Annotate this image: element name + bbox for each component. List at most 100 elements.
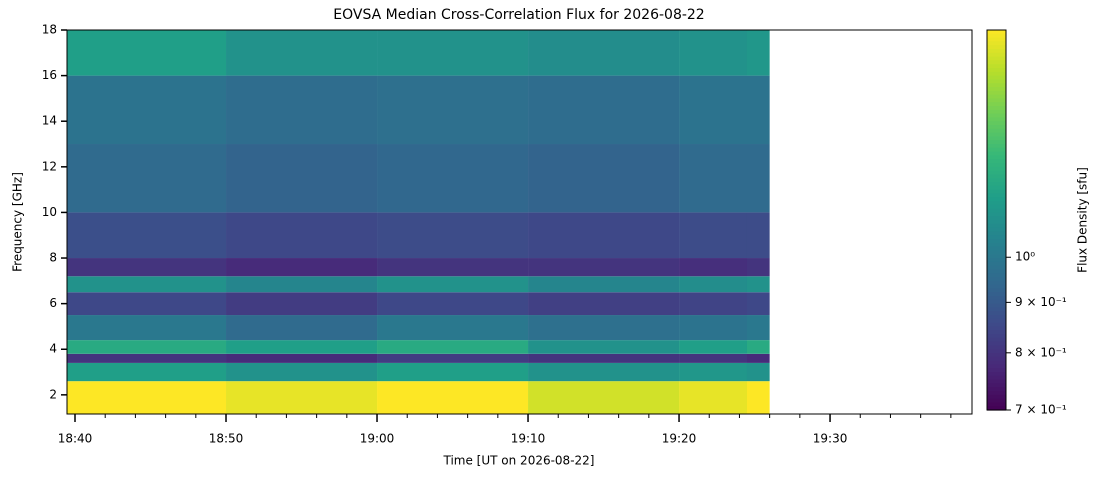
x-tick-label: 19:00 [360,432,395,446]
heatmap-cell [679,315,747,341]
colorbar-swatch [987,144,1006,149]
heatmap-cell [746,340,770,354]
colorbar-swatch [987,163,1006,168]
heatmap-cell [226,315,378,341]
colorbar-tick-label: 8 × 10⁻¹ [1015,345,1067,359]
colorbar-swatch [987,37,1006,42]
colorbar-swatch [987,284,1006,289]
heatmap-cell [746,381,770,414]
colorbar-swatch [987,94,1006,99]
colorbar-swatch [987,155,1006,160]
colorbar-swatch [987,136,1006,141]
heatmap-cell [528,315,680,341]
heatmap-cell [67,340,227,354]
heatmap-cell [528,30,680,76]
heatmap-cell [746,30,770,76]
colorbar-swatch [987,250,1006,255]
colorbar-swatch [987,56,1006,61]
heatmap-cell [67,258,227,277]
heatmap-cell [746,353,770,363]
colorbar-swatch [987,353,1006,358]
colorbar-swatch [987,273,1006,278]
heatmap-cell [528,292,680,316]
colorbar-swatch [987,296,1006,301]
colorbar-swatch [987,394,1006,400]
colorbar-swatch [987,216,1006,221]
colorbar-swatch [987,402,1006,407]
colorbar-swatch [987,189,1006,194]
heatmap-cell [679,212,747,259]
heatmap-cell [746,212,770,259]
colorbar-swatch [987,292,1006,297]
colorbar-swatch [987,334,1006,339]
x-tick-label: 19:30 [813,432,848,446]
y-tick-label: 4 [49,342,57,356]
colorbar-swatch [987,90,1006,96]
x-axis-label: Time [UT on 2026-08-22] [443,454,595,468]
heatmap-cell [679,30,747,76]
colorbar-swatch [987,60,1006,65]
colorbar-swatch [987,242,1006,248]
heatmap-cell [746,315,770,341]
chart-title: EOVSA Median Cross-Correlation Flux for … [333,7,704,23]
heatmap-cell [226,292,378,316]
colorbar-swatch [987,364,1006,369]
colorbar-swatch [987,220,1006,225]
colorbar-swatch [987,223,1006,229]
colorbar-swatch [987,322,1006,327]
colorbar-swatch [987,204,1006,210]
heatmap-cell [679,258,747,277]
heatmap-cell [528,75,680,145]
colorbar-swatch [987,356,1006,362]
colorbar-swatch [987,132,1006,137]
colorbar-swatch [987,258,1006,263]
heatmap-cell [746,75,770,145]
heatmap-cell [377,276,529,293]
heatmap-cell [746,144,770,213]
heatmap-cell [679,362,747,382]
y-tick-label: 16 [42,68,57,82]
colorbar-swatch [987,391,1006,396]
heatmap-cell [377,30,529,76]
y-tick-label: 8 [49,251,57,265]
heatmap-cell [226,30,378,76]
heatmap-cell [679,276,747,293]
heatmap-cell [679,353,747,363]
heatmap-cell [377,362,529,382]
heatmap-cell [528,353,680,363]
heatmap-cell [528,381,680,414]
y-axis-label: Frequency [GHz] [11,172,25,272]
x-tick-label: 18:40 [58,432,93,446]
colorbar-swatch [987,128,1006,134]
colorbar-swatch [987,98,1006,103]
heatmap-cell [746,362,770,382]
colorbar-swatch [987,140,1006,145]
colorbar-swatch [987,30,1006,35]
heatmap-cell [377,381,529,414]
heatmap-cell [528,340,680,354]
heatmap-cell [226,144,378,213]
colorbar-swatch [987,151,1006,156]
colorbar-label: Flux Density [sfu] [1076,167,1090,273]
heatmap-cell [67,212,227,259]
heatmap-cell [226,212,378,259]
colorbar-tick-label: 10⁰ [1015,250,1035,264]
heatmap-cell [377,258,529,277]
colorbar-swatch [987,208,1006,213]
colorbar-swatch [987,75,1006,80]
colorbar-swatch [987,83,1006,88]
colorbar-swatch [987,113,1006,118]
colorbar-swatch [987,64,1006,69]
colorbar-swatch [987,345,1006,350]
colorbar-swatch [987,49,1006,54]
heatmap-cell [679,144,747,213]
colorbar-swatch [987,45,1006,50]
x-tick-label: 19:20 [662,432,697,446]
colorbar-swatch [987,383,1006,388]
heatmap-cell [746,258,770,277]
colorbar-swatch [987,277,1006,282]
y-tick-label: 18 [42,23,57,37]
colorbar-swatch [987,246,1006,251]
colorbar-swatch [987,326,1006,331]
